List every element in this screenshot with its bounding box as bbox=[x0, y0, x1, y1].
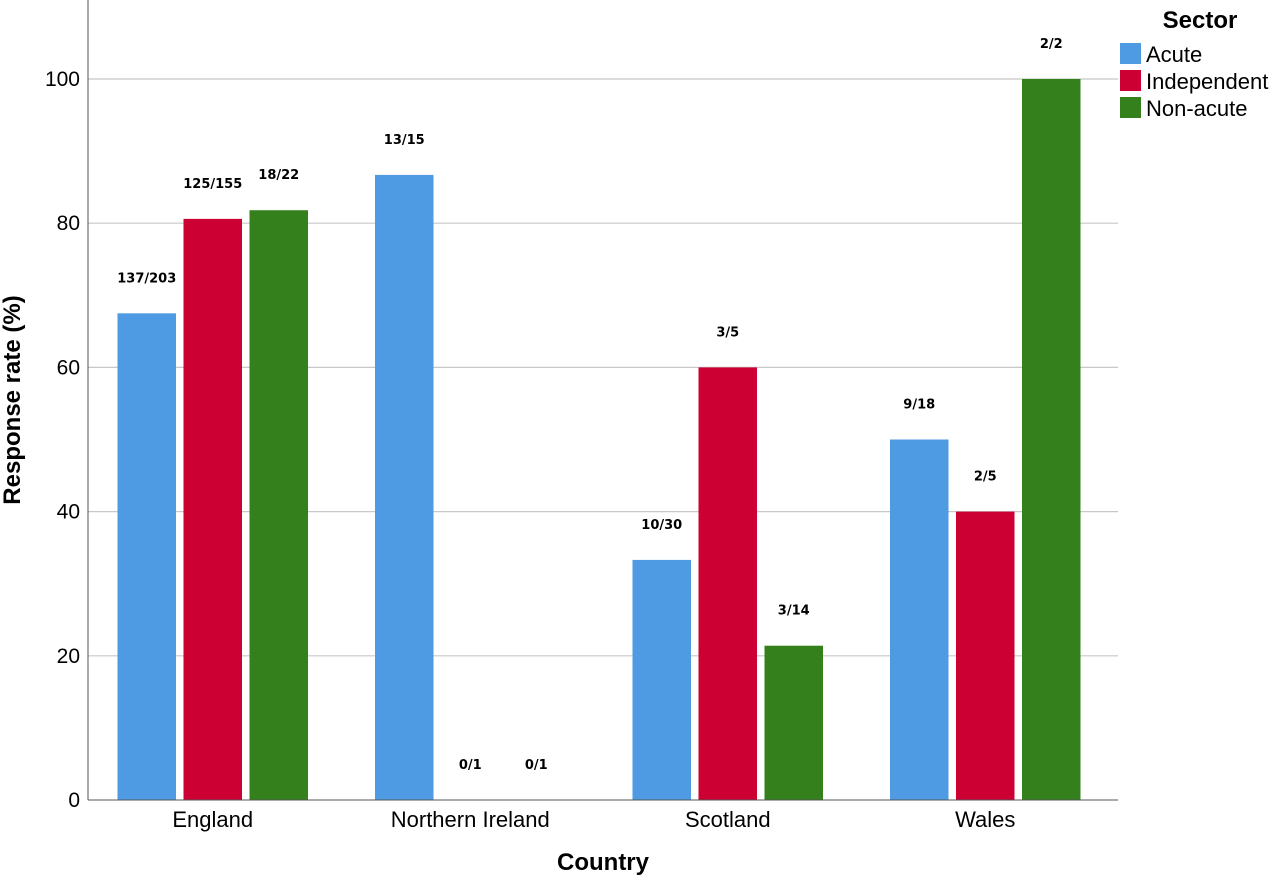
bar-data-label: 9/18 bbox=[903, 398, 935, 413]
bar-data-label: 3/5 bbox=[716, 325, 739, 340]
bar-independent bbox=[183, 218, 242, 800]
x-tick-label: Wales bbox=[955, 807, 1015, 832]
bar-data-label: 125/155 bbox=[183, 177, 242, 192]
bar-data-labels: 137/203 125/155 18/22 13/15 0/1 0/1 10/30 3/5 3/… bbox=[117, 37, 1062, 773]
bar-data-label: 0/1 bbox=[459, 758, 482, 773]
bar-non-acute bbox=[249, 210, 308, 801]
y-tick-label: 100 bbox=[45, 68, 80, 91]
bar-data-label: 10/30 bbox=[641, 518, 682, 533]
x-tick-labels: England Northern Ireland Scotland Wales bbox=[172, 807, 1015, 832]
bar-non-acute bbox=[764, 645, 823, 800]
legend-title: Sector bbox=[1163, 7, 1238, 34]
x-axis-title: Country bbox=[557, 849, 650, 876]
bar-data-label: 2/2 bbox=[1040, 37, 1063, 52]
bars bbox=[117, 79, 1081, 801]
bar-data-label: 18/22 bbox=[258, 168, 299, 183]
bar-data-label: 13/15 bbox=[384, 133, 425, 148]
bar-data-label: 3/14 bbox=[778, 604, 810, 619]
legend-swatch bbox=[1120, 97, 1141, 118]
axes bbox=[87, 0, 1118, 801]
y-tick-label: 60 bbox=[57, 356, 80, 379]
bar-data-label: 0/1 bbox=[525, 758, 548, 773]
x-tick-label: England bbox=[172, 807, 253, 832]
y-tick-label: 80 bbox=[57, 212, 80, 235]
bar-data-label: 2/5 bbox=[974, 470, 997, 485]
legend-label: Independent bbox=[1146, 69, 1268, 94]
x-tick-label: Northern Ireland bbox=[391, 807, 550, 832]
bar-independent bbox=[956, 511, 1015, 800]
bar-acute bbox=[375, 174, 434, 800]
bar-non-acute bbox=[1022, 79, 1081, 800]
y-tick-label: 20 bbox=[57, 645, 80, 668]
legend-swatch bbox=[1120, 70, 1141, 91]
y-tick-label: 40 bbox=[57, 501, 80, 524]
y-tick-labels: 0 20 40 60 80 100 bbox=[45, 68, 80, 812]
bar-acute bbox=[632, 559, 691, 800]
legend-label: Acute bbox=[1146, 42, 1202, 67]
x-tick-label: Scotland bbox=[685, 807, 771, 832]
bar-independent bbox=[698, 367, 757, 800]
legend-label: Non-acute bbox=[1146, 96, 1248, 121]
bar-acute bbox=[890, 439, 949, 800]
bar-acute bbox=[117, 313, 176, 800]
y-tick-label: 0 bbox=[68, 789, 80, 812]
y-axis-title: Response rate (%) bbox=[0, 295, 26, 504]
bar-data-label: 137/203 bbox=[117, 271, 176, 286]
legend-swatch bbox=[1120, 43, 1141, 64]
